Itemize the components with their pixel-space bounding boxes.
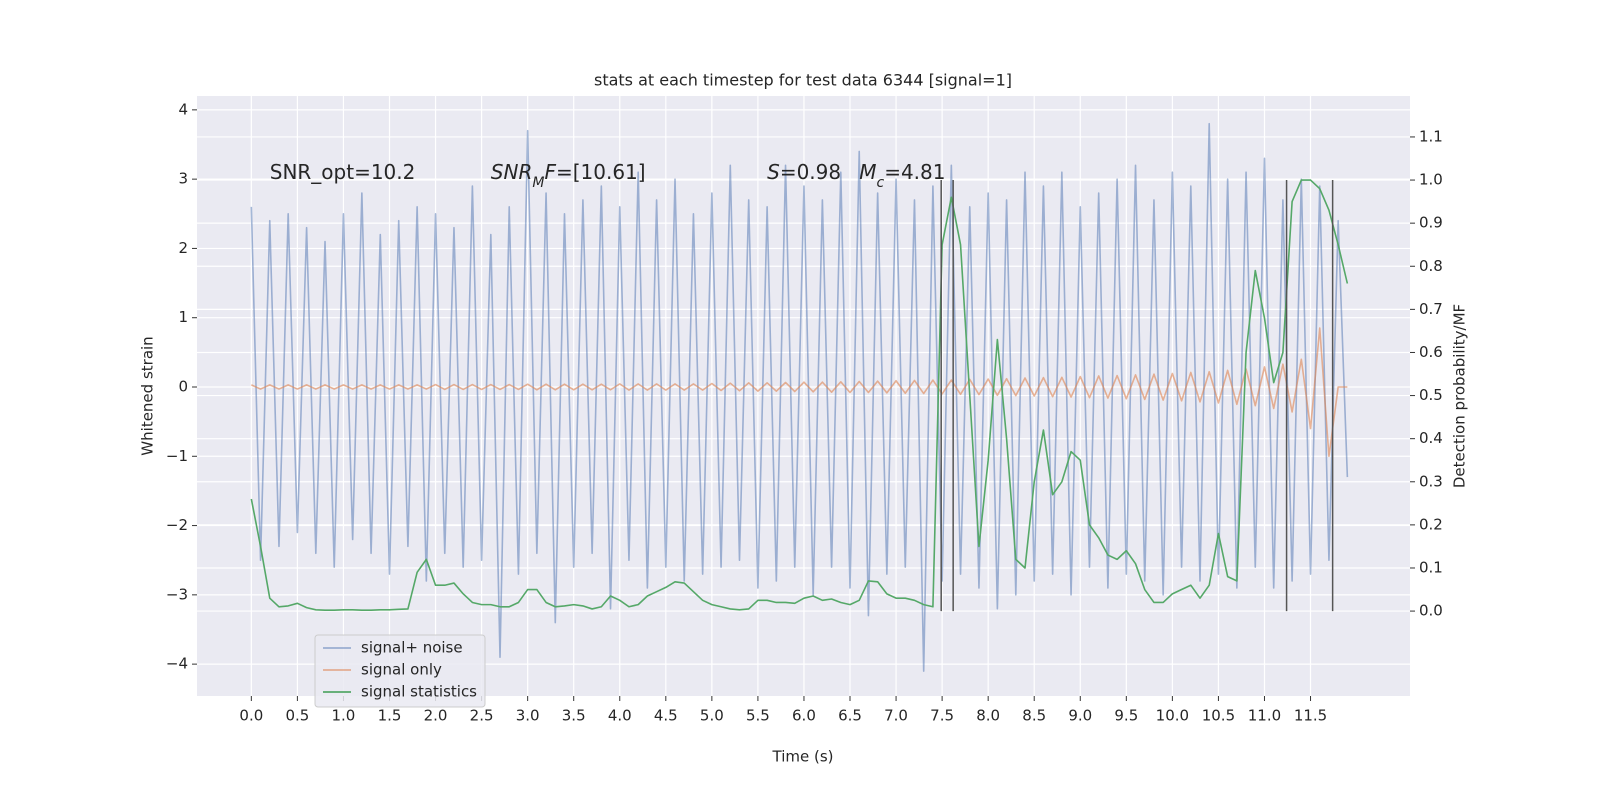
annotation: SNR_opt=10.2 xyxy=(270,160,416,184)
x-tick-label: 0.5 xyxy=(285,707,309,725)
x-tick-label: 3.5 xyxy=(562,707,586,725)
y-tick-label: 1 xyxy=(178,308,188,326)
x-tick-label: 9.5 xyxy=(1114,707,1138,725)
series-line xyxy=(250,179,1349,612)
annotation-part: M xyxy=(859,160,876,184)
annotation-part: F xyxy=(544,160,556,184)
x-tick-label: 10.5 xyxy=(1202,707,1235,725)
legend-label: signal+ noise xyxy=(361,639,463,657)
series-line xyxy=(251,327,1348,458)
y2-tick-label: 0.1 xyxy=(1419,558,1443,576)
y2-tick-label: 1.0 xyxy=(1419,171,1443,189)
annotation-part: SNR xyxy=(491,160,533,184)
y-tick-label: 4 xyxy=(178,100,188,118)
y-tick-label: −3 xyxy=(166,585,188,603)
y2-tick-label: 1.1 xyxy=(1419,127,1443,145)
x-tick-label: 6.0 xyxy=(792,707,816,725)
y2-tick-label: 0.8 xyxy=(1419,257,1443,275)
y-tick-label: 2 xyxy=(178,239,188,257)
x-tick-label: 9.0 xyxy=(1068,707,1092,725)
annotation-part: S xyxy=(767,160,780,184)
x-axis-label: Time (s) xyxy=(772,748,834,766)
annotation-part: SNR_opt=10.2 xyxy=(270,160,416,184)
y2-axis-label: Detection probability/MF xyxy=(1451,304,1469,488)
annotation-part: =4.81 xyxy=(884,160,945,184)
y-tick-label: −1 xyxy=(166,447,188,465)
x-tick-label: 0.0 xyxy=(239,707,263,725)
annotation-part: c xyxy=(876,175,884,191)
annotation: SNRMF=[10.61] xyxy=(491,160,646,191)
x-tick-label: 2.0 xyxy=(424,707,448,725)
y2-tick-label: 0.9 xyxy=(1419,214,1443,232)
chart-title: stats at each timestep for test data 634… xyxy=(594,71,1012,90)
x-tick-label: 5.5 xyxy=(746,707,770,725)
y-tick-label: 3 xyxy=(178,170,188,188)
x-tick-label: 3.0 xyxy=(516,707,540,725)
y2-tick-label: 0.5 xyxy=(1419,386,1443,404)
x-tick-label: 4.5 xyxy=(654,707,678,725)
annotation: S=0.98 xyxy=(767,160,841,184)
annotation-part: =[10.61] xyxy=(556,160,646,184)
x-tick-label: 11.5 xyxy=(1294,707,1327,725)
legend-label: signal only xyxy=(361,661,442,679)
y-tick-label: −2 xyxy=(166,516,188,534)
x-tick-label: 2.5 xyxy=(470,707,494,725)
x-tick-label: 8.0 xyxy=(976,707,1000,725)
y2-tick-label: 0.3 xyxy=(1419,472,1443,490)
legend-label: signal statistics xyxy=(361,683,477,701)
x-tick-label: 5.0 xyxy=(700,707,724,725)
annotation: Mc=4.81 xyxy=(859,160,945,191)
x-tick-label: 8.5 xyxy=(1022,707,1046,725)
x-tick-label: 4.0 xyxy=(608,707,632,725)
y-axis-label: Whitened strain xyxy=(139,336,157,455)
x-tick-label: 6.5 xyxy=(838,707,862,725)
y-tick-label: −4 xyxy=(166,655,188,673)
y-tick-label: 0 xyxy=(178,377,188,395)
series-line xyxy=(250,122,1349,672)
y2-tick-label: 0.2 xyxy=(1419,515,1443,533)
y2-tick-label: 0.7 xyxy=(1419,300,1443,318)
x-tick-label: 10.0 xyxy=(1156,707,1189,725)
annotation-part: M xyxy=(532,175,544,191)
x-tick-label: 11.0 xyxy=(1248,707,1281,725)
x-tick-label: 7.5 xyxy=(930,707,954,725)
annotation-part: =0.98 xyxy=(780,160,841,184)
x-tick-label: 1.0 xyxy=(332,707,356,725)
x-tick-label: 7.0 xyxy=(884,707,908,725)
y2-tick-label: 0.0 xyxy=(1419,602,1443,620)
y2-tick-label: 0.4 xyxy=(1419,429,1443,447)
y2-tick-label: 0.6 xyxy=(1419,343,1443,361)
x-tick-label: 1.5 xyxy=(378,707,402,725)
legend-box xyxy=(314,634,486,708)
